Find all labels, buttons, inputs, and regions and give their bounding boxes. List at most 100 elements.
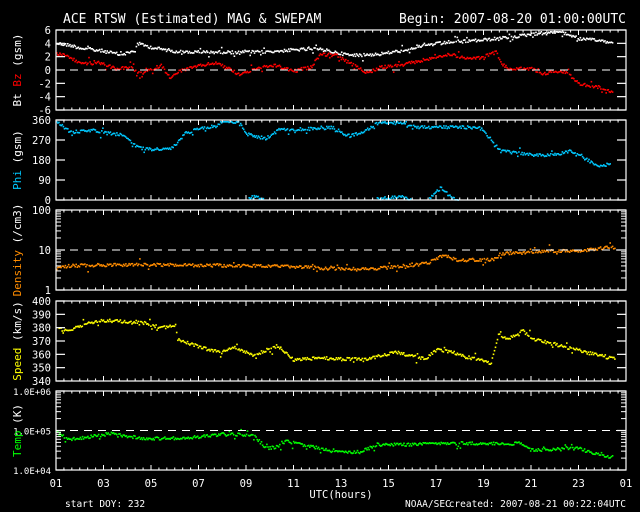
data-point [384, 52, 386, 55]
data-point [260, 67, 262, 70]
data-point [355, 132, 357, 134]
data-point [245, 50, 247, 53]
data-point [156, 65, 158, 67]
data-point [243, 264, 246, 266]
data-point [510, 444, 513, 446]
data-point [109, 318, 111, 321]
data-point [456, 447, 458, 450]
data-point [200, 263, 203, 266]
data-point [196, 265, 198, 268]
data-point [610, 246, 613, 249]
data-point [256, 49, 259, 52]
data-point [57, 122, 59, 124]
data-point [371, 71, 373, 74]
data-point [106, 133, 108, 136]
data-point [563, 345, 566, 348]
data-point [500, 257, 502, 259]
data-point [231, 346, 234, 349]
data-point [451, 54, 453, 57]
data-point [305, 49, 308, 51]
data-point [498, 39, 500, 42]
data-point [309, 68, 311, 70]
data-point [507, 37, 510, 39]
y-axis-label-part: (K) [11, 404, 24, 431]
data-point [151, 328, 153, 330]
data-point [181, 340, 183, 342]
data-point [234, 122, 237, 124]
data-point [230, 347, 233, 350]
data-point [333, 51, 336, 54]
data-point [111, 66, 113, 68]
data-point [375, 269, 378, 271]
data-point [433, 442, 435, 445]
data-point [408, 445, 411, 447]
data-point [212, 350, 215, 353]
data-point [334, 53, 336, 55]
data-point [449, 54, 451, 57]
data-point [153, 324, 155, 327]
data-point [470, 358, 472, 361]
data-point [251, 134, 253, 136]
data-point [262, 446, 265, 448]
data-point [504, 66, 506, 68]
data-point [507, 68, 509, 70]
data-point [319, 357, 321, 360]
data-point [314, 265, 316, 268]
data-point [173, 438, 176, 441]
data-point [132, 437, 134, 440]
data-point [101, 130, 103, 132]
data-point [388, 65, 391, 68]
data-point [242, 435, 245, 437]
y-tick-label: 180 [32, 155, 51, 167]
data-point [439, 255, 441, 257]
data-point [293, 360, 296, 362]
data-point [445, 41, 448, 44]
data-point [274, 264, 276, 266]
data-point [331, 52, 333, 54]
data-point [354, 55, 357, 58]
data-point [127, 137, 129, 140]
data-point [124, 136, 127, 138]
data-point [608, 163, 610, 166]
data-point [427, 357, 429, 359]
data-point [338, 53, 341, 56]
data-point [295, 129, 297, 132]
data-point [331, 358, 333, 360]
data-point [375, 121, 378, 124]
data-point [439, 125, 442, 128]
data-point [202, 50, 205, 52]
data-point [357, 357, 359, 360]
data-point [600, 248, 603, 251]
data-point [171, 146, 173, 148]
data-point [221, 266, 223, 268]
data-point [583, 249, 586, 251]
data-point [314, 47, 316, 49]
y-tick-label: 380 [32, 323, 51, 335]
data-point [255, 195, 258, 197]
data-point [325, 55, 328, 57]
data-point [362, 60, 364, 62]
data-point [439, 55, 442, 57]
data-point [523, 445, 526, 447]
data-point [612, 248, 615, 250]
data-point [430, 352, 433, 354]
data-point [233, 122, 236, 124]
data-point [546, 249, 549, 252]
data-point [592, 38, 594, 40]
data-point [215, 435, 218, 438]
data-point [378, 444, 381, 446]
data-point [606, 358, 609, 360]
data-point [355, 53, 358, 55]
data-point [489, 442, 492, 445]
data-point [482, 359, 484, 362]
data-point [457, 51, 460, 53]
data-point [246, 264, 248, 267]
data-point [213, 263, 216, 265]
data-point [548, 154, 551, 157]
data-point [519, 251, 521, 254]
data-point [457, 445, 460, 448]
data-point [495, 37, 498, 40]
data-point [496, 52, 499, 55]
data-point [170, 326, 172, 328]
